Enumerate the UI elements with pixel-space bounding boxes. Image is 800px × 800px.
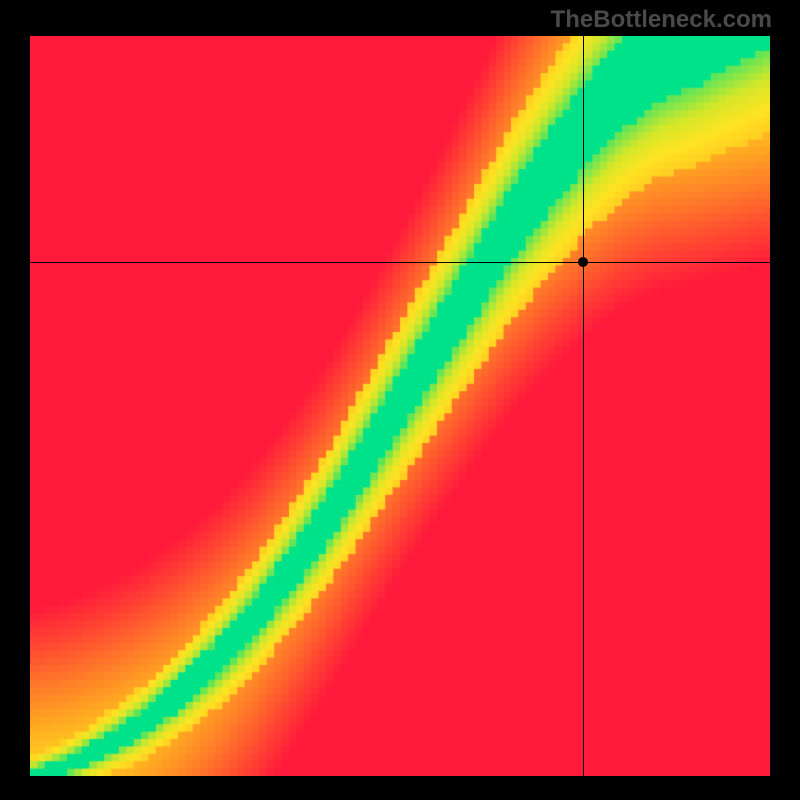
crosshair-horizontal	[30, 262, 770, 263]
heatmap-canvas	[30, 36, 770, 776]
watermark-text: TheBottleneck.com	[551, 6, 772, 34]
crosshair-marker	[578, 257, 588, 267]
heatmap-plot	[30, 36, 770, 776]
crosshair-vertical	[583, 36, 584, 776]
